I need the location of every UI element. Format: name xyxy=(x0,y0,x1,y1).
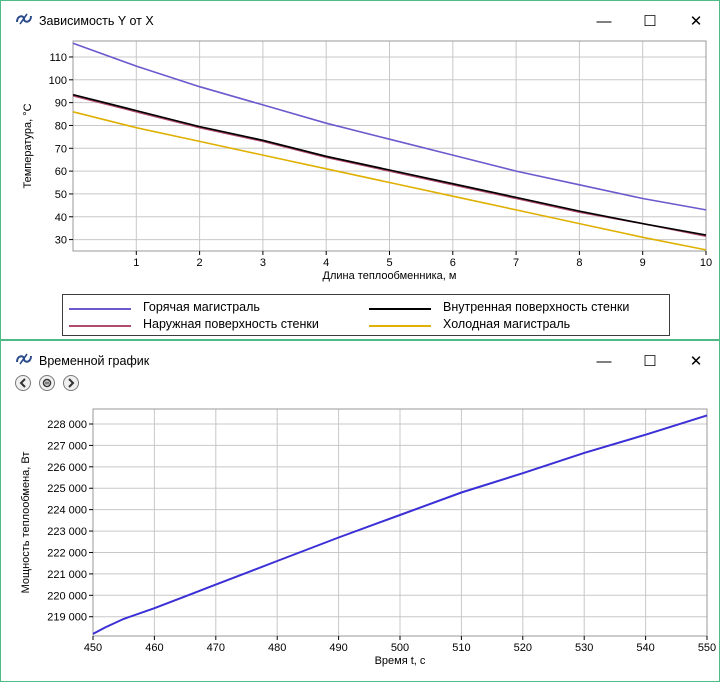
legend-label: Наружная поверхность стенки xyxy=(143,317,319,331)
minimize-icon: — xyxy=(596,12,612,30)
y-tick-label: 110 xyxy=(49,52,67,64)
legend-label: Горячая магистраль xyxy=(143,300,260,314)
legend-swatch xyxy=(369,308,431,310)
x-tick-label: 540 xyxy=(636,642,654,654)
x-axis-title: Длина теплообменника, м xyxy=(323,270,457,282)
x-tick-label: 2 xyxy=(197,257,203,269)
minimize-icon: — xyxy=(596,352,612,370)
y-tick-label: 226 000 xyxy=(47,462,87,474)
x-tick-label: 8 xyxy=(576,257,582,269)
forward-button[interactable] xyxy=(63,375,79,391)
maximize-icon: ☐ xyxy=(643,353,657,370)
x-tick-label: 520 xyxy=(514,642,532,654)
app-logo-icon xyxy=(16,13,32,25)
title-bar[interactable]: Зависимость Y от X — ☐ ✕ xyxy=(1,1,719,37)
window-title: Зависимость Y от X xyxy=(39,14,154,28)
maximize-button[interactable]: ☐ xyxy=(627,347,673,375)
series-line-1 xyxy=(92,414,708,635)
close-button[interactable]: ✕ xyxy=(673,347,719,375)
y-tick-label: 60 xyxy=(55,166,67,178)
y-tick-label: 50 xyxy=(55,189,67,201)
x-tick-label: 480 xyxy=(268,642,286,654)
legend-label: Холодная магистраль xyxy=(443,317,571,331)
y-axis-title: Мощность теплообмена, Вт xyxy=(20,452,32,594)
x-tick-label: 10 xyxy=(700,257,712,269)
minimize-button[interactable]: — xyxy=(581,7,627,35)
back-icon xyxy=(19,378,26,388)
xy-plot-window: Зависимость Y от X — ☐ ✕ 1 2 3 4 5 6 7 8 9 10 30 40… xyxy=(0,0,720,340)
y-tick-label: 220 000 xyxy=(47,590,87,602)
x-tick-label: 550 xyxy=(698,642,716,654)
series-line-3 xyxy=(72,93,707,236)
x-tick-label: 1 xyxy=(133,257,139,269)
legend-label: Внутренная поверхность стенки xyxy=(443,300,630,314)
power-chart: 450 460 470 480 490 500 510 520 530 540 550 219 000… xyxy=(20,408,716,667)
close-icon: ✕ xyxy=(689,13,703,30)
maximize-button[interactable]: ☐ xyxy=(627,7,673,35)
x-tick-label: 450 xyxy=(84,642,102,654)
y-tick-label: 80 xyxy=(55,120,67,132)
y-tick-label: 219 000 xyxy=(47,612,87,624)
minimize-button[interactable]: — xyxy=(581,347,627,375)
forward-icon xyxy=(68,378,75,388)
y-tick-label: 223 000 xyxy=(47,526,87,538)
x-tick-label: 7 xyxy=(513,257,519,269)
x-axis-title: Время t, с xyxy=(375,655,426,667)
y-tick-label: 30 xyxy=(55,235,67,247)
time-plot-window: Временной график — ☐ ✕ 450 460 470 480 490 50… xyxy=(0,340,720,682)
y-tick-label: 70 xyxy=(55,143,67,155)
x-tick-label: 530 xyxy=(575,642,593,654)
legend-swatch xyxy=(369,325,431,327)
x-tick-label: 6 xyxy=(450,257,456,269)
x-tick-label: 9 xyxy=(640,257,646,269)
window-title: Временной график xyxy=(39,354,150,368)
y-axis-title: Температура, °С xyxy=(22,103,34,188)
x-tick-label: 510 xyxy=(452,642,470,654)
x-tick-label: 490 xyxy=(329,642,347,654)
pause-button[interactable] xyxy=(39,375,55,391)
y-tick-label: 224 000 xyxy=(47,505,87,517)
x-tick-label: 4 xyxy=(323,257,329,269)
pause-icon xyxy=(42,378,52,388)
series-line-4 xyxy=(72,111,707,251)
x-tick-label: 500 xyxy=(391,642,409,654)
y-tick-label: 221 000 xyxy=(47,569,87,581)
y-tick-label: 228 000 xyxy=(47,419,87,431)
back-button[interactable] xyxy=(15,375,31,391)
temperature-chart: 1 2 3 4 5 6 7 8 9 10 30 40 50 60 70 80 90 100 110 Длина теп… xyxy=(22,40,712,282)
x-tick-label: 3 xyxy=(260,257,266,269)
y-tick-label: 227 000 xyxy=(47,440,87,452)
series-line-1 xyxy=(72,42,707,211)
maximize-icon: ☐ xyxy=(643,13,657,30)
y-tick-label: 40 xyxy=(55,212,67,224)
y-tick-label: 100 xyxy=(49,75,67,87)
legend-swatch xyxy=(69,325,131,327)
app-logo-icon xyxy=(16,353,32,365)
close-icon: ✕ xyxy=(689,353,703,370)
y-tick-label: 90 xyxy=(55,98,67,110)
y-tick-label: 225 000 xyxy=(47,483,87,495)
x-tick-label: 460 xyxy=(145,642,163,654)
chart-legend: Горячая магистраль Внутренная поверхност… xyxy=(62,294,670,336)
x-tick-label: 5 xyxy=(386,257,392,269)
y-tick-label: 222 000 xyxy=(47,547,87,559)
close-button[interactable]: ✕ xyxy=(673,7,719,35)
title-bar[interactable]: Временной график — ☐ ✕ xyxy=(1,341,719,377)
legend-swatch xyxy=(69,308,131,310)
x-tick-label: 470 xyxy=(207,642,225,654)
